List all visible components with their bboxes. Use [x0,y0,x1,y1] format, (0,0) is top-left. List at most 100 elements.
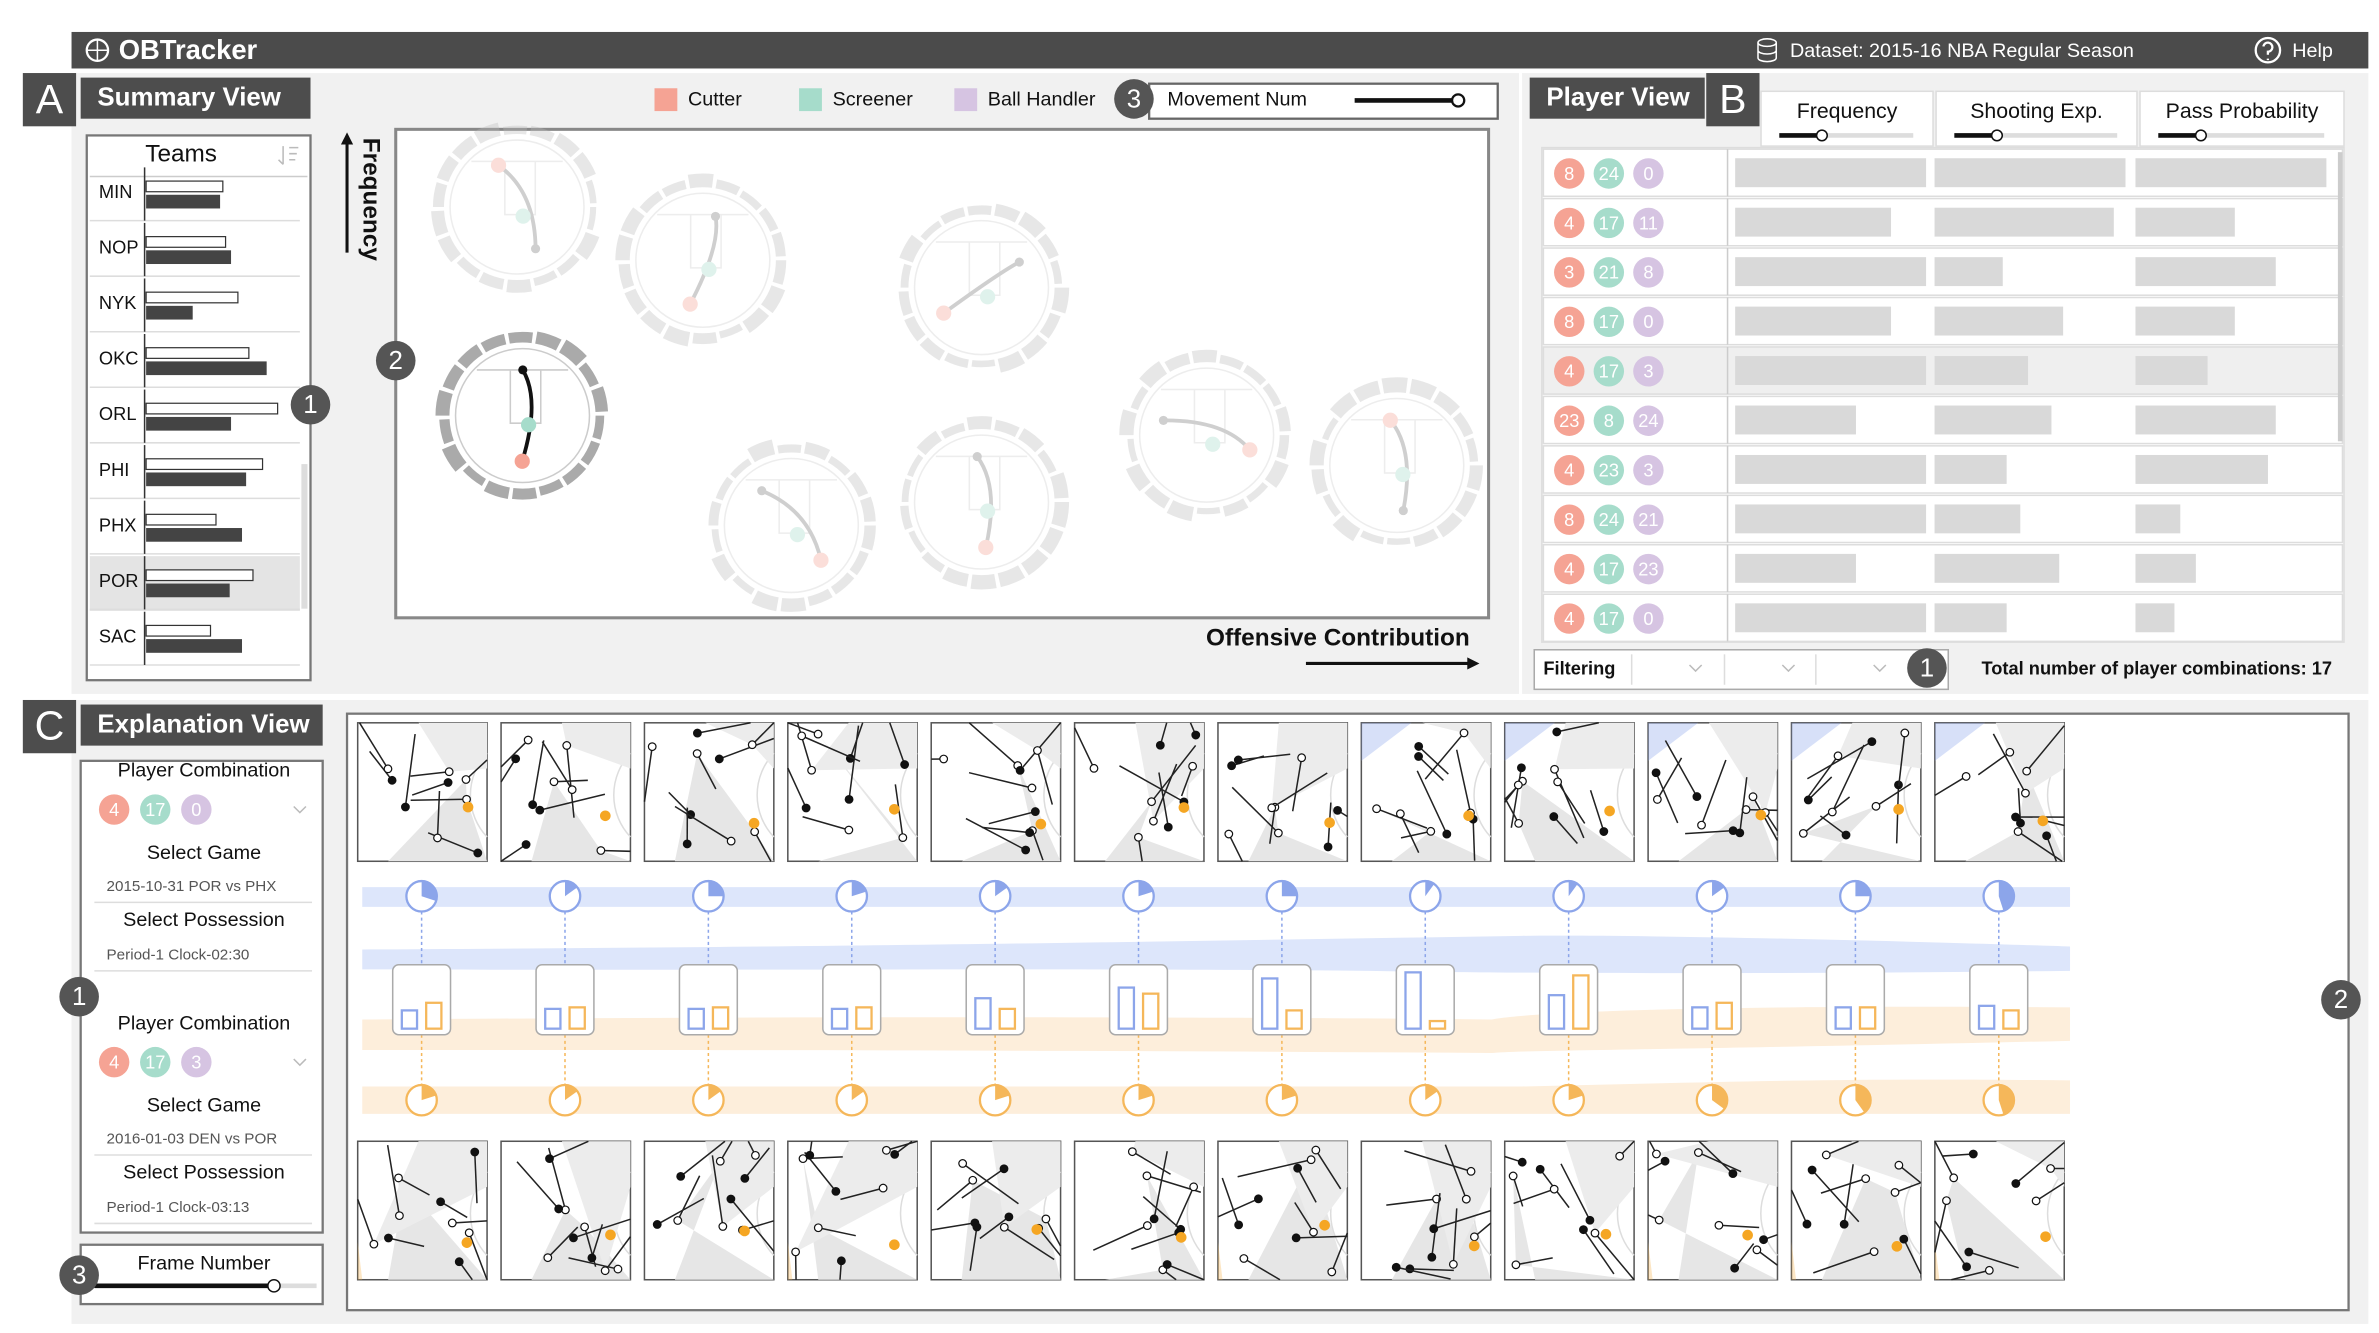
glyph-ring-segment [1127,438,1139,463]
glyph-ring-segment [502,125,528,136]
movement-glyph[interactable] [431,122,600,293]
glyph-ring-segment [1219,354,1244,371]
voronoi-edge [697,722,751,734]
voronoi-cell [1656,1141,1778,1187]
weight-slider-knob[interactable] [2194,129,2208,142]
pie-wedge [1712,881,1725,897]
movement-glyph[interactable] [615,173,787,347]
team-name: NOP [99,237,139,258]
voronoi-edge [410,770,450,777]
step-marker [290,384,331,425]
voronoi-edge [1504,797,1520,824]
player-dot [613,1264,623,1274]
glyph-ring-segment [640,309,667,335]
player-id: 4 [109,1051,119,1072]
glyph-arrow-tip [1398,506,1408,516]
player-badge [1554,207,1585,239]
dropdown-caret[interactable] [293,805,307,814]
glyph-ring-segment [1262,383,1282,407]
weight-slider-knob[interactable] [1990,129,2004,142]
player-dot [1900,728,1910,738]
metric-bar [2135,207,2235,237]
voronoi-cell [1803,806,1921,862]
movement-slider-knob[interactable] [1450,93,1466,108]
glyph-ring-segment [901,478,912,503]
voronoi-edge [1992,733,2027,794]
player-dot [1149,1214,1159,1224]
dropdown-value[interactable]: 2015-10-31 POR vs PHX [107,878,277,895]
player-dot [2031,1196,2041,1206]
player-id: 3 [1643,460,1653,481]
voronoi-edge [787,722,819,735]
player-dot [1861,1174,1871,1184]
glyph-ring-segment [1166,499,1195,522]
movement-glyph[interactable] [1119,349,1291,522]
player-id: 3 [1564,262,1574,283]
voronoi-edge [1898,1164,1922,1184]
player-badge [140,1046,171,1078]
filter-caret[interactable] [1688,664,1703,673]
voronoi-cell [705,722,774,769]
voronoi-edge [1400,830,1431,839]
glyph-ring-segment [553,132,580,158]
player-dot [652,1220,662,1229]
voronoi-edge [1424,732,1465,780]
player-dot [521,840,531,849]
dropdown-value[interactable]: Period-1 Clock-03:13 [107,1199,250,1216]
legend-label: Ball Handler [988,89,1096,111]
glyph-ring-segment [439,418,454,445]
player-dot [1025,828,1035,837]
weight-slider-knob[interactable] [1815,129,1829,142]
filter-caret[interactable] [1781,664,1796,673]
player-badge [1633,405,1664,436]
step-marker [2321,979,2361,1020]
frame-slider-knob[interactable] [267,1278,281,1293]
glyph-ring-segment [747,439,776,463]
player-badge [1593,405,1625,436]
orange-bar [1715,1001,1733,1030]
movement-glyph[interactable] [898,203,1070,373]
voronoi-edge [802,816,850,831]
player-dot [836,1256,846,1266]
glyph-ring-segment [920,220,943,241]
dropdown-value[interactable]: Period-1 Clock-02:30 [107,947,250,964]
player-dot [1089,763,1099,773]
voronoi-edge [591,1224,604,1259]
player-dot [968,1175,978,1185]
voronoi-edge [1073,727,1095,769]
player-id: 21 [1599,262,1619,283]
control-label: Player Combination [118,1012,291,1034]
help-link[interactable]: Help [2292,40,2333,62]
movement-glyph[interactable] [1309,377,1483,547]
ball-dot [1600,1228,1612,1240]
movement-glyph[interactable] [900,416,1070,590]
player-dot [1466,1166,1476,1176]
glyph-ring-segment [730,458,752,479]
glyph-ring-segment [861,525,876,551]
pie-wedge [1998,881,2015,911]
ball-dot [605,1229,616,1241]
pie-wedge [564,1084,578,1101]
glyph-ring-segment [940,422,966,439]
dropdown-value[interactable]: 2016-01-03 DEN vs POR [107,1131,278,1148]
movement-glyph[interactable] [708,439,876,612]
team-bar-dark [146,361,267,376]
team-name: ORL [99,403,137,424]
dropdown-caret[interactable] [293,1058,307,1067]
glyph-ring-segment [971,359,996,368]
voronoi-edge [1404,1150,1472,1173]
team-bar-dark [146,416,232,431]
glyph-ring-segment [457,344,484,369]
player-dot [999,1164,1009,1174]
voronoi-edge [1698,1151,1742,1173]
glyph-ring-segment [807,588,833,607]
orange-bar [1428,1019,1447,1030]
voronoi-edge [1802,796,1851,834]
movement-glyph[interactable] [435,331,609,500]
player-dot [1803,795,1813,805]
ball-dot [889,1239,900,1251]
player-dot [2022,766,2032,776]
filter-caret[interactable] [1873,664,1887,673]
player-dot [1147,797,1156,807]
pie-wedge [708,881,724,897]
